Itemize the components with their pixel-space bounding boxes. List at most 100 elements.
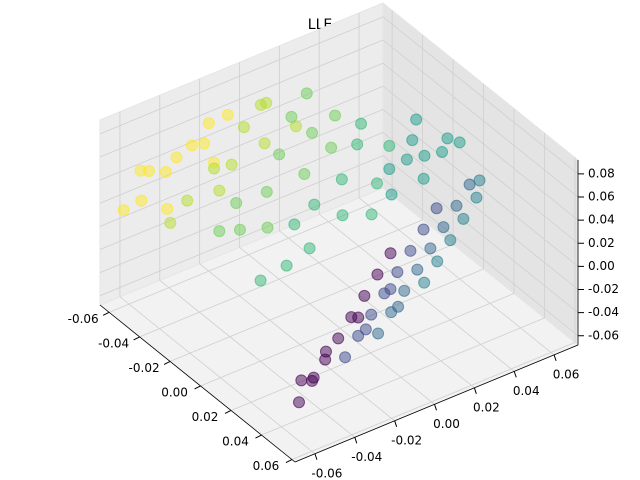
tick-mark xyxy=(513,371,517,378)
grid-line xyxy=(99,178,384,297)
point xyxy=(384,247,397,260)
grid-line xyxy=(291,342,576,460)
point xyxy=(383,139,396,152)
grid-line xyxy=(119,296,316,455)
point xyxy=(237,121,250,134)
point xyxy=(404,244,417,257)
point xyxy=(339,351,352,364)
x-tick-label: 0.04 xyxy=(222,435,249,449)
grid-line xyxy=(382,132,579,290)
tick-mark xyxy=(354,437,358,444)
x-tick-label: -0.04 xyxy=(98,336,129,350)
point xyxy=(332,332,345,345)
point xyxy=(260,185,273,198)
point xyxy=(307,371,320,384)
point xyxy=(254,274,267,287)
point xyxy=(370,177,383,190)
point xyxy=(383,163,396,176)
x-tick-label: 0.02 xyxy=(192,410,219,424)
point xyxy=(164,216,177,229)
point xyxy=(306,126,319,139)
point xyxy=(298,168,311,181)
y-tick-label: 0.02 xyxy=(473,400,500,414)
point xyxy=(411,263,424,276)
tick-mark xyxy=(194,385,201,390)
point xyxy=(473,174,486,187)
point xyxy=(450,199,463,212)
z-tick-label: 0.02 xyxy=(588,236,615,250)
point xyxy=(303,242,316,255)
grid-line xyxy=(382,39,579,198)
tick-mark xyxy=(473,387,477,395)
y-tick-label: -0.04 xyxy=(351,450,382,464)
grid-line xyxy=(99,132,384,250)
point xyxy=(300,87,313,100)
point xyxy=(161,202,174,215)
grid-line xyxy=(382,178,579,337)
z-tick-label: -0.02 xyxy=(588,282,619,296)
grid-line xyxy=(318,214,515,372)
tick-mark xyxy=(553,354,557,362)
point xyxy=(441,132,454,145)
point xyxy=(285,110,298,123)
y-tick-label: -0.06 xyxy=(311,466,342,480)
grid-line xyxy=(169,244,454,362)
grid-line xyxy=(159,279,356,438)
point xyxy=(159,165,172,178)
point xyxy=(470,191,483,204)
point xyxy=(418,149,431,162)
grid-line xyxy=(279,230,475,389)
point xyxy=(430,202,443,215)
point xyxy=(325,141,338,154)
point xyxy=(436,145,449,158)
y-tick-label: 0.06 xyxy=(553,367,580,381)
point xyxy=(233,223,246,236)
point xyxy=(308,198,321,211)
x-tick-label: -0.06 xyxy=(68,312,99,326)
z-tick-label: -0.06 xyxy=(588,328,619,342)
grid-line xyxy=(382,85,579,244)
point xyxy=(431,255,444,268)
point xyxy=(295,374,308,387)
point xyxy=(319,345,332,358)
grid-line xyxy=(99,155,384,273)
point xyxy=(289,120,302,133)
point xyxy=(288,218,301,231)
point xyxy=(352,329,365,342)
point xyxy=(351,138,364,151)
z-tick-label: 0.00 xyxy=(588,259,615,273)
z-tick-label: 0.04 xyxy=(588,213,615,227)
point xyxy=(335,173,348,186)
point xyxy=(329,109,342,122)
point xyxy=(213,225,226,238)
grid-line xyxy=(99,109,384,227)
x-axis-line xyxy=(99,304,296,463)
point xyxy=(202,117,215,130)
point xyxy=(371,268,384,281)
point xyxy=(221,108,234,121)
point xyxy=(170,151,183,164)
point xyxy=(453,136,466,149)
point xyxy=(185,139,198,152)
grid-line xyxy=(139,219,423,338)
point xyxy=(208,162,221,175)
point xyxy=(260,96,273,109)
point xyxy=(463,178,476,191)
point xyxy=(372,327,385,340)
tick-mark xyxy=(102,311,110,316)
grid-line xyxy=(199,263,395,422)
point xyxy=(134,164,147,177)
point xyxy=(292,396,305,409)
point xyxy=(261,221,274,234)
point xyxy=(444,234,457,247)
point xyxy=(417,172,430,185)
grid-line xyxy=(99,62,384,181)
point xyxy=(365,308,378,321)
grid-line xyxy=(99,85,384,204)
y-tick-label: -0.02 xyxy=(391,433,422,447)
grid-line xyxy=(200,268,484,387)
tick-mark xyxy=(314,453,318,460)
point xyxy=(385,188,398,201)
point xyxy=(230,197,243,210)
